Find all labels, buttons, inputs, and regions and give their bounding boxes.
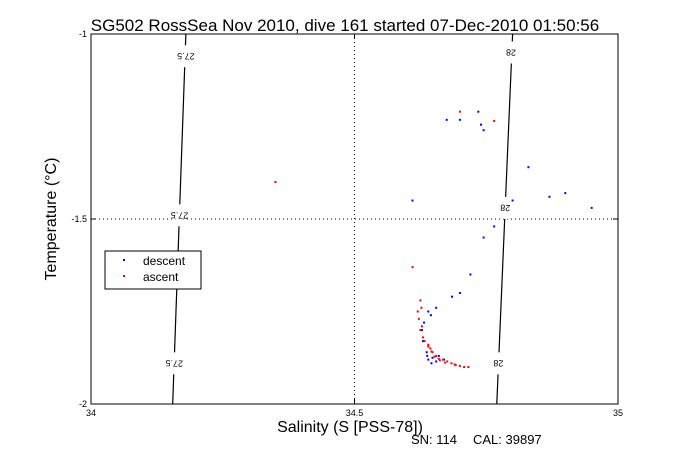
chart-title: SG502 RossSea Nov 2010, dive 161 started… [91, 16, 599, 35]
data-point-ascent [429, 347, 432, 350]
y-axis-label: Temperature (°C) [43, 158, 60, 281]
data-point-ascent [274, 181, 277, 183]
data-point-descent [527, 166, 530, 169]
data-point-descent [443, 358, 446, 361]
data-point-ascent [446, 360, 449, 363]
data-point-descent [437, 354, 440, 357]
isopycnal-label-bg [181, 45, 191, 68]
data-point-ascent [444, 361, 447, 364]
axis-ticks: 34 34.5 35 -2 -1.5 -1 [71, 29, 623, 418]
data-point-ascent [435, 354, 438, 357]
data-point-descent [435, 306, 438, 309]
data-point-ascent [450, 362, 453, 365]
data-point-ascent [419, 329, 422, 331]
isopycnal-label: 28 [506, 47, 516, 57]
y-tick-label: -2 [79, 399, 87, 409]
data-point-ascent [427, 345, 430, 348]
isopycnal-label: 27.5 [165, 358, 183, 369]
data-point-descent [511, 199, 514, 202]
isopycnal-label: 28 [493, 358, 503, 368]
grid-lines [91, 34, 618, 404]
data-point-ascent [463, 366, 466, 368]
data-point-descent [590, 206, 593, 209]
data-point-ascent [423, 340, 426, 343]
data-point-descent [479, 123, 482, 126]
data-point-ascent [442, 358, 445, 361]
isopycnal-label-bg [169, 352, 179, 375]
isopycnal-label-bg [500, 196, 510, 220]
x-tick-label: 34.5 [346, 408, 364, 418]
data-points [274, 110, 593, 368]
data-point-descent [548, 195, 551, 198]
isopycnal-label: 27.5 [177, 51, 195, 62]
data-point-descent [458, 292, 461, 294]
data-point-descent [493, 225, 496, 228]
data-point-ascent [420, 325, 423, 328]
isopycnal-label-bg [175, 204, 184, 227]
legend-marker-ascent [123, 275, 125, 277]
data-point-descent [427, 310, 430, 313]
serial-number: SN: 114 [411, 432, 457, 447]
isopycnal-label: 28 [500, 203, 510, 213]
calibration: CAL: 39897 [473, 432, 542, 447]
isopycnal-line [496, 33, 514, 405]
isopycnal-label: 27.5 [171, 210, 189, 221]
data-point-ascent [416, 310, 419, 313]
data-point-descent [445, 118, 448, 121]
data-point-descent [564, 192, 567, 195]
data-point-descent [420, 329, 423, 331]
data-point-ascent [422, 336, 425, 339]
data-point-descent [435, 360, 438, 363]
isopycnal-lines: 27.5 27.5 27.5 28 28 28 [165, 33, 516, 405]
isopycnal-label-bg [493, 352, 503, 375]
data-point-ascent [411, 266, 414, 269]
legend-entry-ascent: ascent [143, 270, 179, 284]
data-point-ascent [467, 366, 470, 368]
data-point-descent [425, 351, 428, 354]
x-axis-label: Salinity (S [PSS-78]) [277, 419, 423, 436]
data-point-descent [426, 354, 429, 357]
data-point-ascent [493, 119, 496, 122]
data-point-descent [458, 118, 461, 121]
data-point-ascent [458, 110, 461, 113]
data-point-descent [427, 358, 430, 361]
legend-entry-descent: descent [143, 254, 186, 268]
data-point-ascent [427, 343, 430, 346]
x-tick-label: 34 [86, 408, 96, 418]
y-tick-label: -1 [79, 29, 87, 39]
data-point-ascent [430, 350, 433, 353]
data-point-ascent [438, 359, 441, 362]
data-point-ascent [419, 299, 422, 302]
data-point-descent [429, 314, 432, 317]
data-point-descent [450, 295, 453, 298]
data-point-descent [482, 236, 485, 239]
data-point-ascent [431, 351, 434, 354]
data-point-ascent [417, 317, 420, 320]
data-point-descent [482, 129, 485, 132]
data-point-ascent [433, 355, 436, 358]
isopycnal-label-bg [506, 41, 516, 64]
legend: descent ascent [104, 250, 202, 290]
data-point-descent [423, 321, 426, 324]
data-point-descent [431, 356, 434, 359]
y-tick-label: -1.5 [71, 214, 87, 224]
data-point-descent [469, 273, 472, 276]
data-point-ascent [453, 363, 456, 366]
data-point-descent [477, 110, 480, 113]
legend-box [104, 250, 202, 290]
data-point-ascent [454, 364, 457, 367]
data-point-ascent [458, 364, 461, 367]
legend-marker-descent [123, 259, 125, 261]
x-tick-label: 35 [613, 408, 623, 418]
data-point-descent [430, 362, 433, 365]
data-point-ascent [437, 357, 440, 360]
data-point-descent [422, 340, 425, 343]
data-point-descent [411, 199, 414, 202]
data-point-ascent [420, 306, 423, 309]
